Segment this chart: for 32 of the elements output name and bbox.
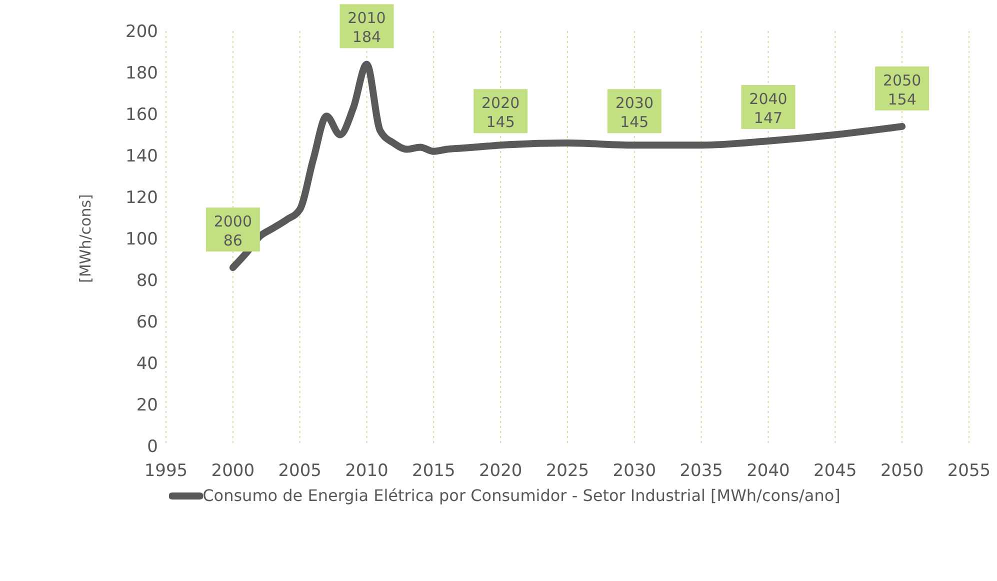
x-tick-label: 2020 bbox=[478, 461, 522, 482]
annotation: 2020 145 bbox=[481, 94, 520, 132]
y-tick-label: 0 bbox=[147, 437, 158, 458]
x-tick-label: 2055 bbox=[947, 461, 991, 482]
y-axis-title: [MWh/cons] bbox=[76, 194, 94, 283]
y-tick-label: 140 bbox=[126, 146, 158, 167]
y-tick-label: 100 bbox=[126, 230, 158, 250]
x-tick-label: 2015 bbox=[412, 461, 456, 482]
x-tick-label: 1995 bbox=[144, 461, 188, 482]
legend-label: Consumo de Energia Elétrica por Consumidor - Setor Industrial [MWh/cons/ano] bbox=[202, 486, 840, 505]
y-tick-label: 80 bbox=[136, 271, 158, 292]
x-tick-label: 2025 bbox=[546, 461, 590, 482]
y-tick-label: 160 bbox=[126, 105, 158, 126]
x-tick-label: 2000 bbox=[211, 461, 255, 482]
annotation: 2040 147 bbox=[749, 90, 788, 127]
annotation: 2010 184 bbox=[348, 9, 386, 46]
annotation: 2030 145 bbox=[615, 94, 654, 132]
y-tick-label: 180 bbox=[126, 64, 158, 84]
x-tick-label: 2040 bbox=[746, 461, 790, 482]
y-tick-label: 20 bbox=[136, 396, 158, 416]
y-tick-label: 200 bbox=[126, 22, 158, 42]
x-tick-label: 2045 bbox=[814, 461, 857, 482]
y-tick-label: 40 bbox=[136, 354, 158, 374]
x-tick-label: 2030 bbox=[612, 461, 656, 482]
x-tick-label: 2010 bbox=[345, 461, 388, 482]
y-tick-label: 120 bbox=[126, 188, 158, 208]
annotation: 2000 86 bbox=[214, 212, 252, 250]
x-tick-label: 2035 bbox=[680, 461, 723, 482]
x-tick-label: 2005 bbox=[278, 461, 322, 482]
x-tick-label: 2050 bbox=[880, 461, 924, 482]
y-tick-label: 60 bbox=[136, 312, 158, 333]
annotation: 2050 154 bbox=[882, 71, 922, 108]
